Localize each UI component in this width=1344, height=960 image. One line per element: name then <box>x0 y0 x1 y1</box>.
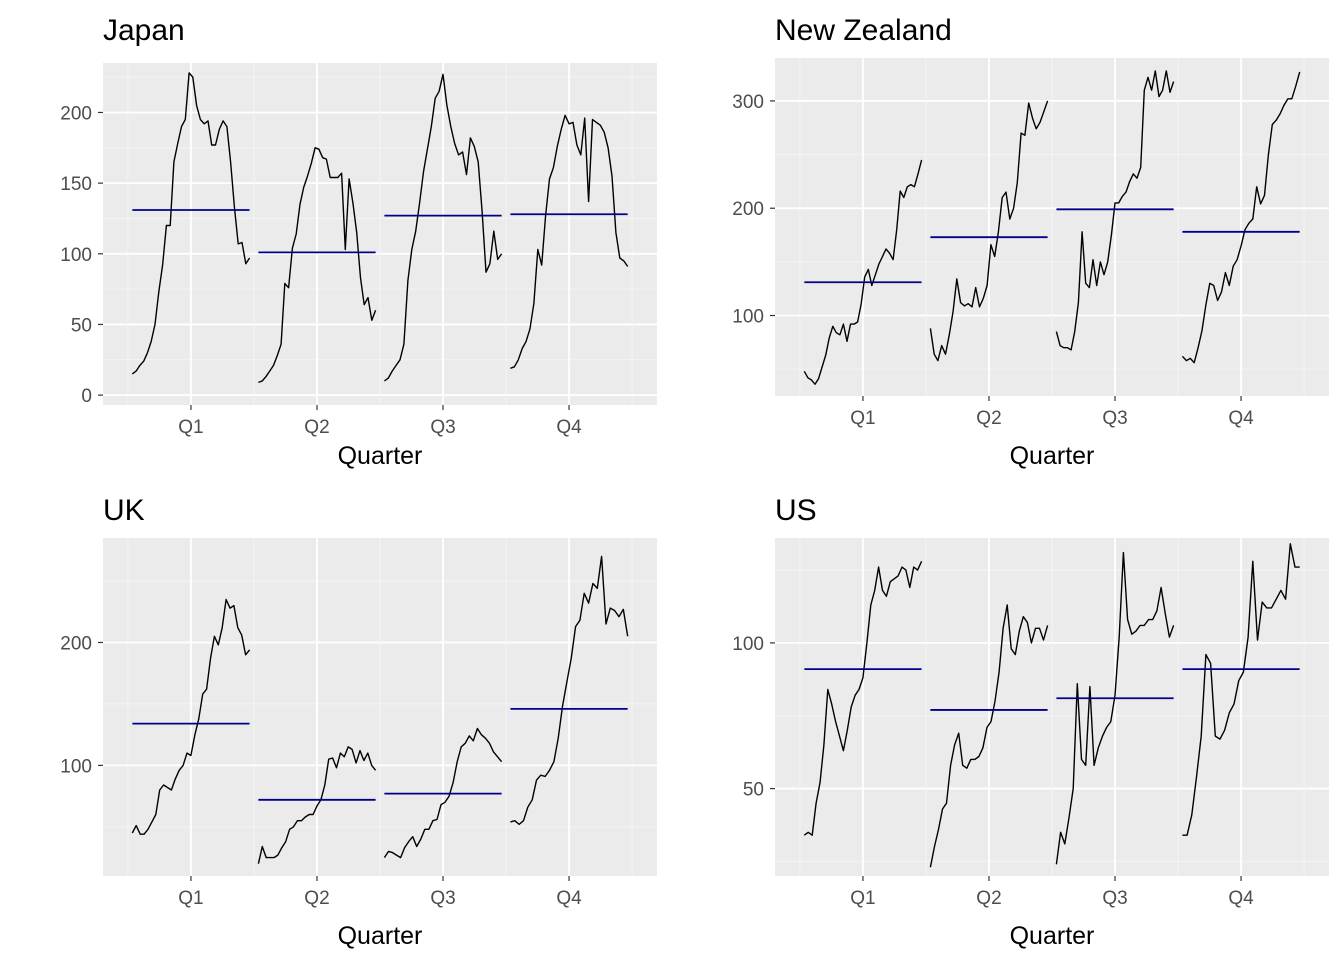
x-tick-label: Q3 <box>1102 888 1127 909</box>
series-line-q3 <box>383 73 503 382</box>
series-line-q1 <box>803 159 923 385</box>
y-tick-label: 200 <box>60 103 92 124</box>
x-tick-label: Q4 <box>556 888 582 909</box>
series-line-q2 <box>258 147 377 384</box>
x-axis-label: Quarter <box>338 442 423 470</box>
y-tick-label: 200 <box>60 633 92 654</box>
x-tick-label: Q4 <box>556 417 582 438</box>
series-line-q4 <box>510 114 629 369</box>
x-tick-label: Q4 <box>1228 888 1254 909</box>
series-lines <box>131 555 629 864</box>
y-tick-label: 100 <box>60 245 92 266</box>
x-tick-label: Q1 <box>850 408 875 429</box>
x-tick-label: Q2 <box>304 888 329 909</box>
panel-title: Japan <box>103 14 185 47</box>
y-axis-ticks: 100 200 <box>60 633 103 777</box>
series-line-q4 <box>1182 543 1300 836</box>
x-axis-label: Quarter <box>1010 922 1095 950</box>
x-axis-ticks: Q1 Q2 Q3 Q4 <box>850 396 1254 429</box>
x-axis-ticks: Q1 Q2 Q3 Q4 <box>178 876 582 909</box>
series-line-q4 <box>510 555 629 826</box>
x-axis-ticks: Q1 Q2 Q3 Q4 <box>178 405 582 438</box>
series-line-q2 <box>929 100 1049 362</box>
gridlines <box>775 538 1329 876</box>
chart-panel-japan: Japan 0 50 100 150 200 Q1 Q2 Q3 Q4 Quarter <box>60 14 657 470</box>
y-axis-ticks: 100 200 300 <box>732 92 775 328</box>
gridlines <box>775 58 1329 396</box>
gridlines <box>103 63 657 405</box>
y-axis-ticks: 0 50 100 150 200 <box>60 103 103 407</box>
series-lines <box>803 70 1301 385</box>
gridlines <box>103 538 657 876</box>
series-line-q2 <box>929 604 1049 868</box>
x-tick-label: Q2 <box>976 888 1001 909</box>
series-line-q3 <box>1055 551 1175 865</box>
y-tick-label: 100 <box>732 307 764 328</box>
x-tick-label: Q3 <box>430 417 455 438</box>
chart-panel-new-zealand: New Zealand 100 200 300 Q1 Q2 Q3 Q4 Quarter <box>732 14 1329 470</box>
y-tick-label: 150 <box>60 174 92 195</box>
series-line-q4 <box>1181 71 1301 364</box>
series-line-q1 <box>803 561 923 836</box>
series-line-q3 <box>1055 70 1175 351</box>
y-tick-label: 50 <box>71 315 92 336</box>
x-axis-ticks: Q1 Q2 Q3 Q4 <box>850 876 1254 909</box>
panel-title: UK <box>103 494 145 527</box>
x-tick-label: Q3 <box>430 888 455 909</box>
x-tick-label: Q1 <box>850 888 875 909</box>
x-tick-label: Q1 <box>178 417 203 438</box>
series-lines <box>803 543 1300 868</box>
x-tick-label: Q4 <box>1228 408 1254 429</box>
series-line-q1 <box>131 598 251 835</box>
y-tick-label: 0 <box>81 386 92 407</box>
panel-title: US <box>775 494 817 527</box>
x-tick-label: Q3 <box>1102 408 1127 429</box>
mean-lines <box>804 208 1300 284</box>
series-line-q3 <box>383 727 503 859</box>
panel-title: New Zealand <box>775 14 952 47</box>
y-tick-label: 50 <box>743 780 764 801</box>
mean-lines <box>804 668 1300 711</box>
y-tick-label: 100 <box>60 756 92 777</box>
series-line-q2 <box>257 746 377 864</box>
mean-lines <box>132 209 628 254</box>
y-axis-ticks: 50 100 <box>732 634 775 801</box>
x-tick-label: Q2 <box>976 408 1001 429</box>
x-axis-label: Quarter <box>338 922 423 950</box>
chart-panel-us: US 50 100 Q1 Q2 Q3 Q4 Quarter <box>732 494 1329 950</box>
x-axis-label: Quarter <box>1010 442 1095 470</box>
y-tick-label: 300 <box>732 92 764 113</box>
x-tick-label: Q2 <box>304 417 329 438</box>
y-tick-label: 100 <box>732 634 764 655</box>
series-line-q1 <box>131 72 251 375</box>
x-tick-label: Q1 <box>178 888 203 909</box>
y-tick-label: 200 <box>732 199 764 220</box>
chart-panel-uk: UK 100 200 Q1 Q2 Q3 Q4 Quarter <box>60 494 657 950</box>
mean-lines <box>132 707 628 801</box>
series-lines <box>131 72 629 384</box>
